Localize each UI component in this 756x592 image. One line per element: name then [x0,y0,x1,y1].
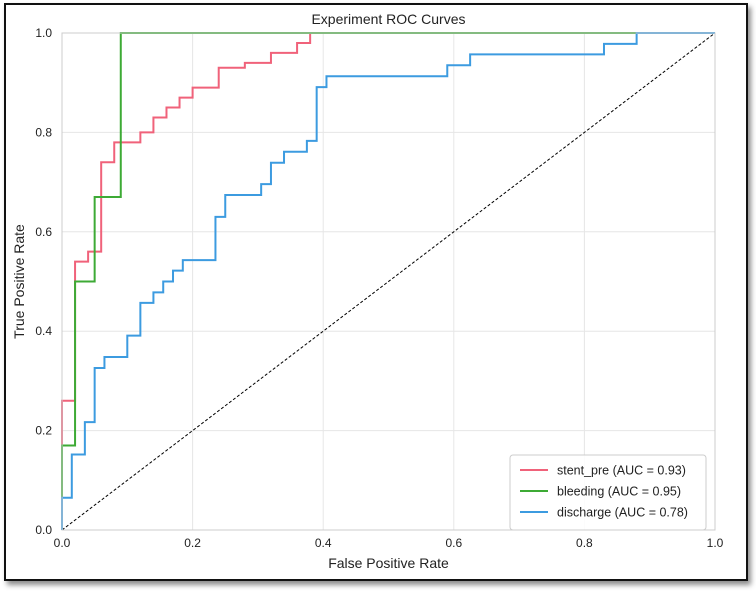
legend-label-stent_pre: stent_pre (AUC = 0.93) [557,464,686,478]
chance-diagonal-line [61,32,716,531]
y-tick-label: 0.2 [35,424,52,438]
x-tick-label: 0.6 [445,536,462,550]
y-tick-label: 0.6 [35,225,52,239]
x-axis-label: False Positive Rate [328,555,449,571]
legend-label-discharge: discharge (AUC = 0.78) [557,506,688,520]
y-tick-label: 0.4 [35,324,52,338]
y-tick-label: 1.0 [35,26,52,40]
x-tick-label: 1.0 [707,536,724,550]
y-tick-label: 0.8 [35,125,52,139]
x-tick-label: 0.0 [54,536,71,550]
legend-box [509,454,707,531]
plot-area-border [61,32,716,531]
diagonal-layer [61,32,716,531]
legend: stent_pre (AUC = 0.93) bleeding (AUC = 0.… [509,454,707,531]
x-tick-label: 0.2 [184,536,201,550]
chart-title: Experiment ROC Curves [311,11,465,27]
tick-labels: 0.0 0.2 0.4 0.6 0.8 1.0 0.0 0.2 0.4 0.6 0.8 1.0 [35,26,723,550]
y-axis-label: True Positive Rate [11,224,27,339]
legend-label-bleeding: bleeding (AUC = 0.95) [557,485,681,499]
roc-line-discharge [61,32,715,530]
x-tick-label: 0.8 [576,536,593,550]
y-tick-label: 0.0 [35,523,52,537]
x-tick-label: 0.4 [315,536,332,550]
